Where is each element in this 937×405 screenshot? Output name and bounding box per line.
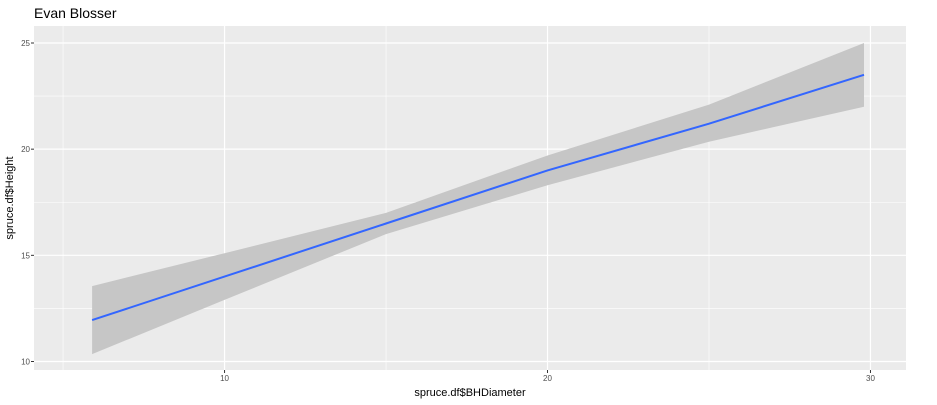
grid-major-x [223, 26, 872, 370]
confidence-ribbon [92, 43, 865, 355]
x-tick-label: 30 [866, 374, 875, 383]
y-axis: 10 15 20 25 [21, 39, 34, 367]
regression-line [91, 73, 865, 322]
y-tick-label: 25 [21, 39, 30, 48]
x-tick-label: 10 [220, 374, 229, 383]
grid-major-y [34, 42, 906, 363]
x-tick-label: 20 [543, 374, 552, 383]
chart-title: Evan Blosser [34, 5, 117, 21]
y-tick-label: 10 [21, 358, 30, 367]
x-axis: 10 20 30 [220, 370, 875, 383]
x-axis-title: spruce.df$BHDiameter [414, 387, 526, 399]
y-axis-title: spruce.df$Height [4, 156, 16, 239]
y-tick-label: 15 [21, 251, 30, 260]
y-tick-label: 20 [21, 145, 30, 154]
grid-minor-x [62, 26, 710, 370]
